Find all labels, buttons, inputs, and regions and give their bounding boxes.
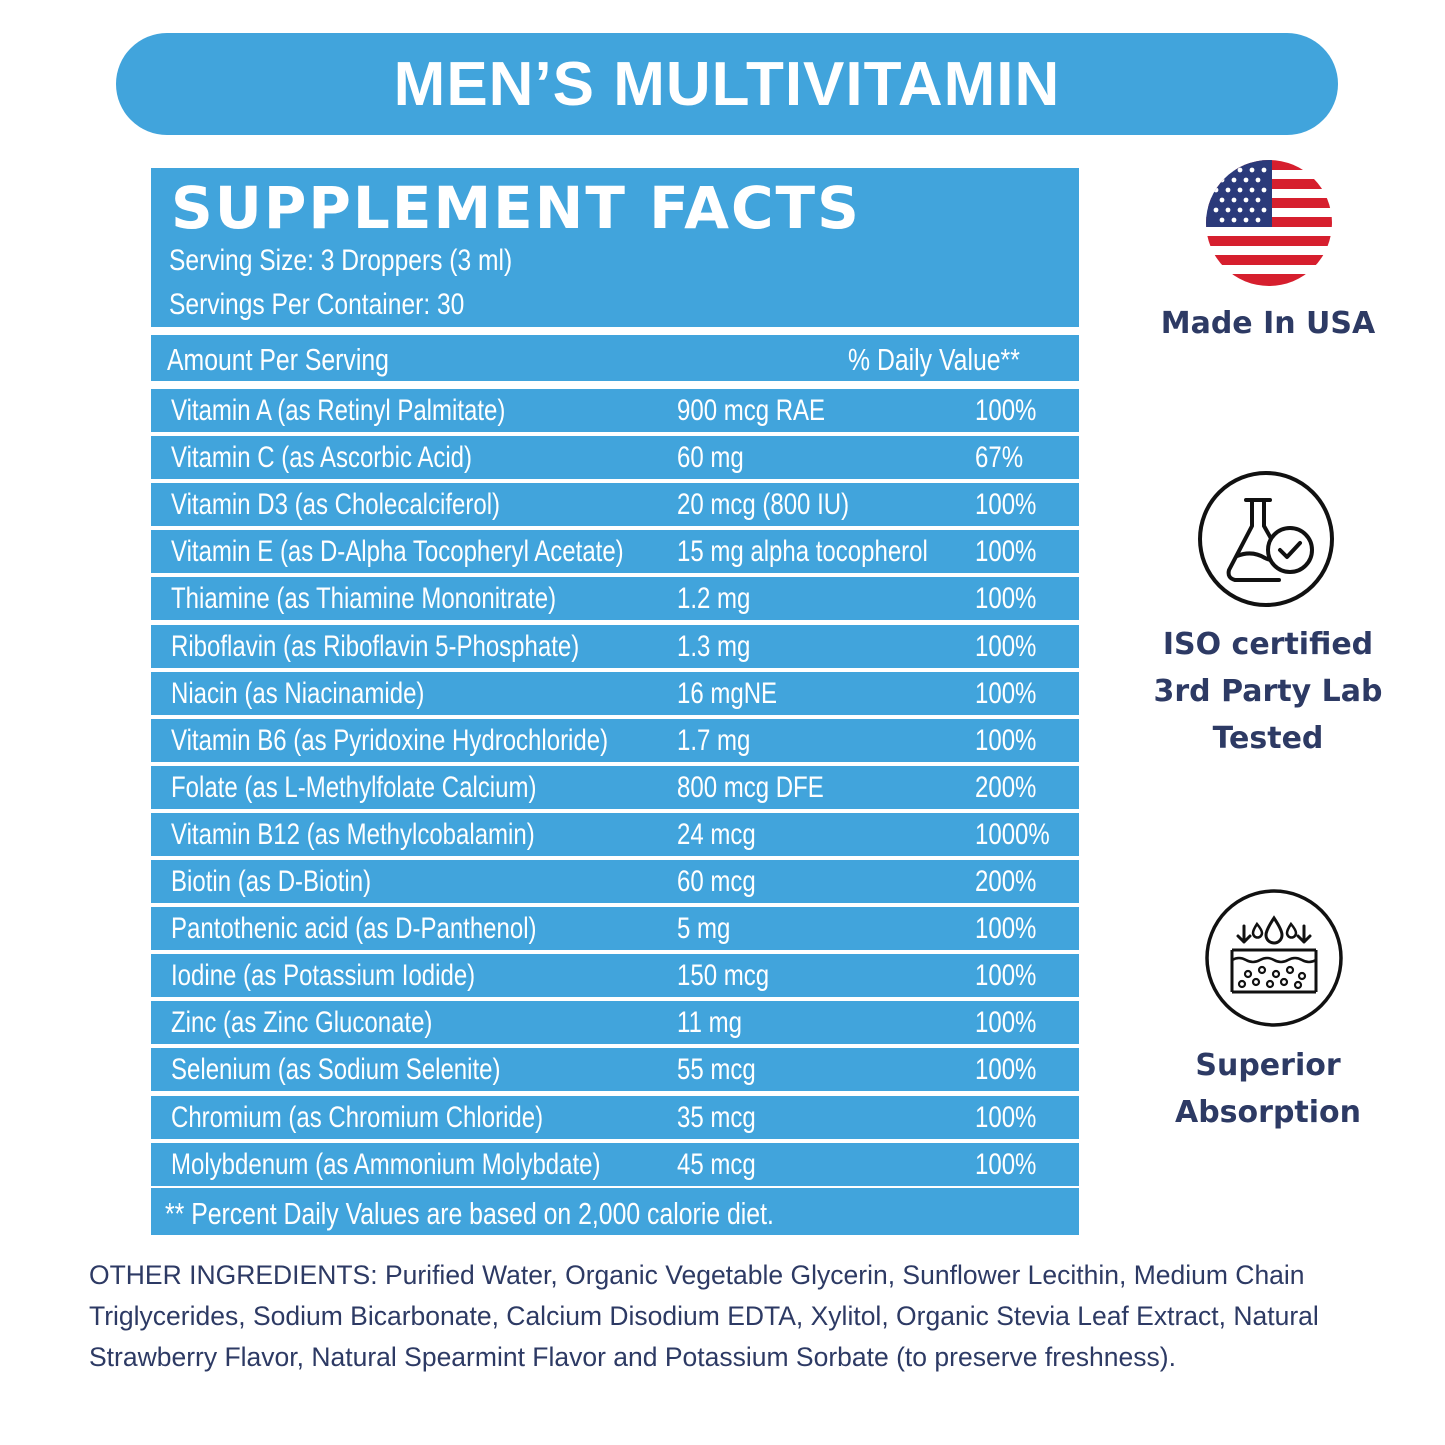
nutrient-daily-value: 100% [975,959,1037,992]
nutrient-row: Iodine (as Potassium Iodide) 150 mcg 100% [151,954,1079,997]
nutrient-name: Folate (as L-Methylfolate Calcium) [171,771,537,804]
footnote-row: ** Percent Daily Values are based on 2,0… [151,1188,1079,1235]
nutrient-row: Thiamine (as Thiamine Mononitrate) 1.2 mg… [151,577,1079,620]
nutrient-amount: 55 mcg [677,1053,756,1086]
nutrient-daily-value: 200% [975,771,1037,804]
title-banner: MEN’S MULTIVITAMIN [116,33,1338,135]
nutrient-daily-value: 100% [975,488,1037,521]
nutrient-name: Niacin (as Niacinamide) [171,677,425,710]
nutrient-row: Selenium (as Sodium Selenite) 55 mcg 100% [151,1048,1079,1091]
nutrient-row: Pantothenic acid (as D-Panthenol) 5 mg 100… [151,907,1079,950]
nutrient-name: Vitamin D3 (as Cholecalciferol) [171,488,501,521]
nutrient-amount: 5 mg [677,912,731,945]
nutrient-row: Vitamin D3 (as Cholecalciferol) 20 mcg (8… [151,483,1079,526]
nutrient-amount: 11 mg [677,1006,742,1039]
nutrient-daily-value: 100% [975,1101,1037,1134]
nutrient-name: Selenium (as Sodium Selenite) [171,1053,501,1086]
servings-per-container: Servings Per Container: 30 [169,288,465,321]
absorption-label-line1: Superior [1195,1048,1341,1083]
nutrient-daily-value: 67% [975,441,1024,474]
nutrient-name: Iodine (as Potassium Iodide) [171,959,476,992]
nutrient-row: Zinc (as Zinc Gluconate) 11 mg 100% [151,1001,1079,1044]
nutrient-row: Vitamin B6 (as Pyridoxine Hydrochloride)… [151,719,1079,762]
nutrient-row: Vitamin A (as Retinyl Palmitate) 900 mcg … [151,389,1079,432]
nutrient-name: Biotin (as D-Biotin) [171,865,372,898]
nutrient-amount: 60 mcg [677,865,756,898]
nutrient-name: Riboflavin (as Riboflavin 5-Phosphate) [171,630,580,663]
nutrient-daily-value: 100% [975,394,1037,427]
nutrient-name: Vitamin B12 (as Methylcobalamin) [171,818,535,851]
absorption-label: Superior Absorption [1140,1042,1396,1136]
nutrient-row: Molybdenum (as Ammonium Molybdate) 45 mcg… [151,1143,1079,1186]
nutrient-amount: 1.7 mg [677,724,751,757]
nutrient-amount: 24 mcg [677,818,756,851]
other-ingredients: OTHER INGREDIENTS: Purified Water, Organ… [89,1260,1319,1372]
nutrient-amount: 800 mcg DFE [677,771,824,804]
nutrient-name: Vitamin C (as Ascorbic Acid) [171,441,472,474]
nutrient-daily-value: 1000% [975,818,1050,851]
lab-tested-label: ISO certified 3rd Party Lab Tested [1130,621,1406,762]
nutrient-name: Pantothenic acid (as D-Panthenol) [171,912,537,945]
page-title: MEN’S MULTIVITAMIN [393,49,1061,119]
made-in-usa-label: Made In USA [1160,306,1376,341]
footnote: ** Percent Daily Values are based on 2,0… [165,1196,774,1231]
nutrient-amount: 15 mg alpha tocopherol [677,535,928,568]
usa-flag-icon [1206,160,1332,286]
nutrient-daily-value: 100% [975,1053,1037,1086]
nutrient-amount: 16 mgNE [677,677,778,710]
nutrient-daily-value: 100% [975,724,1037,757]
nutrient-row: Vitamin B12 (as Methylcobalamin) 24 mcg 10… [151,813,1079,856]
nutrient-amount: 20 mcg (800 IU) [677,488,850,521]
nutrient-row: Biotin (as D-Biotin) 60 mcg 200% [151,860,1079,903]
facts-header: SUPPLEMENT FACTS Serving Size: 3 Dropper… [151,168,1079,327]
nutrient-row: Niacin (as Niacinamide) 16 mgNE 100% [151,672,1079,715]
nutrient-amount: 1.2 mg [677,582,751,615]
nutrient-daily-value: 100% [975,1006,1037,1039]
lab-flask-check-icon [1197,470,1335,608]
nutrient-name: Thiamine (as Thiamine Mononitrate) [171,582,557,615]
nutrient-name: Zinc (as Zinc Gluconate) [171,1006,433,1039]
nutrient-name: Vitamin B6 (as Pyridoxine Hydrochloride) [171,724,609,757]
nutrient-daily-value: 100% [975,912,1037,945]
nutrient-amount: 900 mcg RAE [677,394,826,427]
nutrient-row: Chromium (as Chromium Chloride) 35 mcg 100… [151,1096,1079,1139]
nutrient-daily-value: 200% [975,865,1037,898]
serving-size: Serving Size: 3 Droppers (3 ml) [169,244,513,277]
nutrient-name: Vitamin E (as D-Alpha Tocopheryl Acetate… [171,535,624,568]
nutrient-amount: 60 mg [677,441,744,474]
facts-heading: SUPPLEMENT FACTS [171,174,861,242]
nutrient-row: Riboflavin (as Riboflavin 5-Phosphate) 1.… [151,625,1079,668]
nutrient-name: Vitamin A (as Retinyl Palmitate) [171,394,506,427]
nutrient-row: Vitamin C (as Ascorbic Acid) 60 mg 67% [151,436,1079,479]
nutrient-row: Vitamin E (as D-Alpha Tocopheryl Acetate… [151,530,1079,573]
amount-per-serving-label: Amount Per Serving [167,342,389,377]
lab-label-line3: Tested [1212,721,1324,756]
absorption-label-line2: Absorption [1174,1095,1362,1130]
skin-absorption-icon [1202,888,1348,1028]
nutrient-name: Chromium (as Chromium Chloride) [171,1101,544,1134]
lab-label-line2: 3rd Party Lab [1153,674,1383,709]
daily-value-label: % Daily Value** [848,342,1020,377]
amount-header-row: Amount Per Serving % Daily Value** [151,335,1079,381]
nutrient-amount: 45 mcg [677,1148,756,1181]
nutrient-daily-value: 100% [975,677,1037,710]
nutrient-daily-value: 100% [975,582,1037,615]
nutrient-daily-value: 100% [975,1148,1037,1181]
nutrient-daily-value: 100% [975,535,1037,568]
supplement-facts-panel: SUPPLEMENT FACTS Serving Size: 3 Dropper… [151,168,1079,1235]
nutrient-amount: 1.3 mg [677,630,751,663]
nutrient-amount: 35 mcg [677,1101,756,1134]
nutrient-daily-value: 100% [975,630,1037,663]
nutrient-row: Folate (as L-Methylfolate Calcium) 800 mc… [151,766,1079,809]
nutrient-amount: 150 mcg [677,959,770,992]
lab-label-line1: ISO certified [1162,627,1374,662]
nutrient-name: Molybdenum (as Ammonium Molybdate) [171,1148,601,1181]
